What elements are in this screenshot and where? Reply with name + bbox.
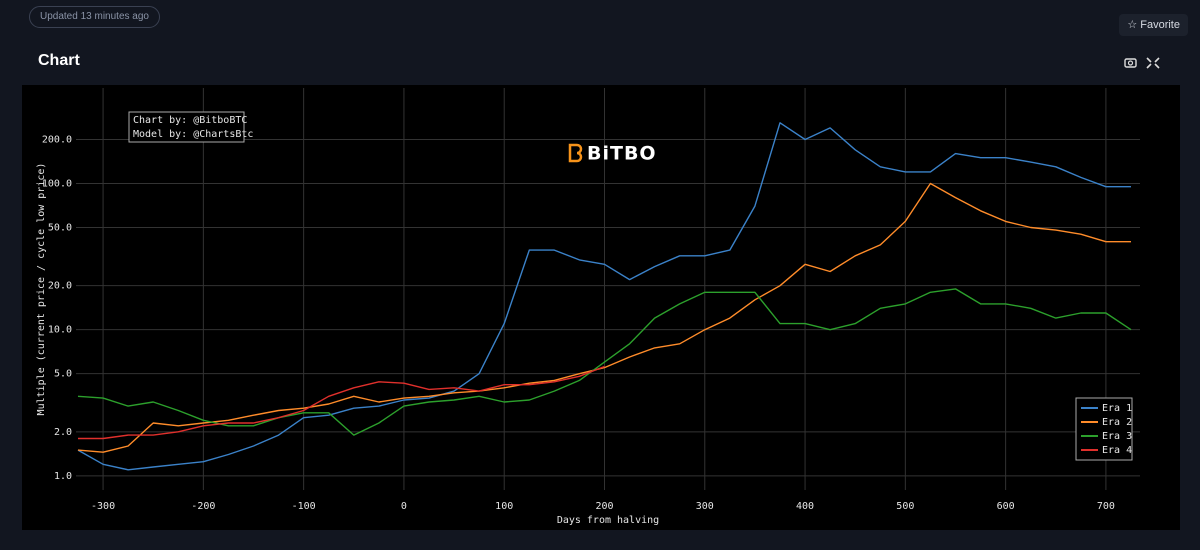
x-tick-label: -300 [91,501,115,512]
x-axis-label: Days from halving [557,515,659,526]
x-tick-label: 200 [595,501,613,512]
series-line [77,122,1131,471]
series-line [77,288,1132,436]
x-tick-label: 700 [1097,501,1115,512]
legend-label: Era 4 [1102,445,1132,456]
watermark-logo [568,143,583,163]
annotation-text: Model by: @ChartsBtc [133,129,253,140]
camera-icon[interactable] [1124,58,1137,68]
status-badge: Updated 13 minutes ago [29,6,160,28]
toolbar-icons[interactable] [1124,56,1160,70]
x-tick-label: 300 [696,501,714,512]
series-line [78,365,605,440]
y-tick-label: 5.0 [54,369,72,380]
x-tick-label: 0 [401,501,407,512]
annotation-box [128,111,245,143]
annotation-text: Chart by: @BitboBTC [133,115,247,126]
y-tick-label: 10.0 [48,325,72,336]
y-tick-label: 200.0 [42,134,72,145]
y-tick-label: 20.0 [48,281,72,292]
x-tick-label: -200 [191,501,215,512]
series-line [77,182,1131,453]
y-tick-label: 1.0 [54,471,72,482]
favorite-button[interactable]: ☆ Favorite [1119,14,1188,36]
y-tick-label: 2.0 [54,427,72,438]
panel-title: Chart [38,52,80,69]
x-tick-label: 600 [997,501,1015,512]
y-tick-label: 100.0 [42,178,72,189]
plot-background [22,85,1180,530]
x-tick-label: 100 [495,501,513,512]
legend-label: Era 3 [1102,431,1132,442]
x-tick-label: -100 [292,501,316,512]
y-axis-label: Multiple (current price / cycle low pric… [36,163,47,416]
camera-lens [1127,60,1134,66]
expand-icon[interactable] [1146,57,1160,69]
legend-label: Era 2 [1102,417,1132,428]
chart: -300 -200 -100 0 100 200 300 400 500 600 700 1.0 2.0… [22,85,1180,530]
x-tick-label: 400 [796,501,814,512]
favorite-label: Favorite [1140,19,1180,31]
x-tick-label: 500 [896,501,914,512]
legend-label: Era 1 [1102,403,1132,414]
watermark: BiTBO [587,143,657,165]
y-tick-label: 50.0 [48,222,72,233]
